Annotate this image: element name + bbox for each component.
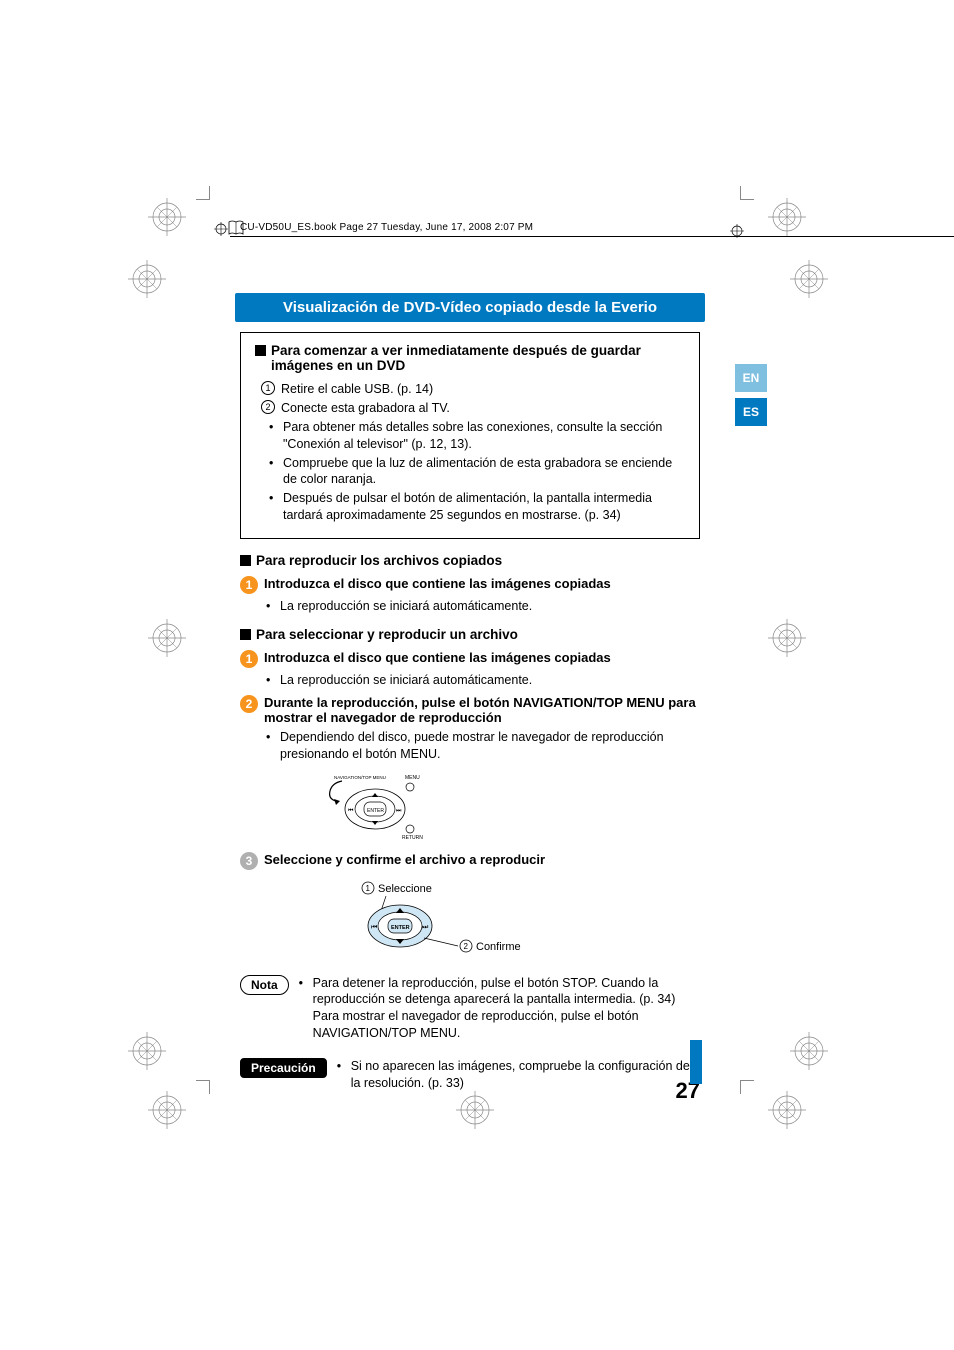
svg-text:⏮: ⏮ — [371, 924, 377, 931]
precaucion-badge: Precaución — [240, 1058, 327, 1078]
reg-mark-icon — [790, 1032, 828, 1070]
page-title: Visualización de DVD-Vídeo copiado desde… — [235, 293, 705, 322]
reg-mark-icon — [456, 1091, 494, 1129]
section-heading: Para seleccionar y reproducir un archivo — [240, 627, 700, 642]
nota-badge: Nota — [240, 975, 289, 995]
color-bar — [690, 1040, 702, 1084]
enter-label: ENTER — [391, 925, 410, 931]
svg-text:⏭: ⏭ — [396, 808, 402, 814]
note-row: Nota Para detener la reproducción, pulse… — [240, 975, 700, 1045]
svg-text:1: 1 — [366, 884, 371, 893]
reg-mark-icon — [768, 1091, 806, 1129]
caution-row: Precaución Si no aparecen las imágenes, … — [240, 1058, 700, 1094]
step-bullet: Dependiendo del disco, puede mostrar le … — [280, 729, 700, 763]
nota-text: Para detener la reproducción, pulse el b… — [313, 975, 700, 1043]
remote-diagram-select: 1 Seleccione ENTER ⏮ ⏭ 2 Confirme — [340, 878, 700, 961]
reg-mark-icon — [128, 1032, 166, 1070]
svg-text:2: 2 — [464, 942, 469, 951]
reg-mark-icon — [768, 619, 806, 657]
reg-mark-icon — [148, 198, 186, 236]
header-meta: CU-VD50U_ES.book Page 27 Tuesday, June 1… — [240, 222, 700, 233]
step: 1 Introduzca el disco que contiene las i… — [240, 650, 700, 668]
step-badge-2: 2 — [240, 695, 258, 713]
remote-diagram: NAVIGATION/TOP MENU MENU ENTER ⏮ ⏭ RETUR… — [310, 771, 700, 844]
nav-top-label: NAVIGATION/TOP MENU — [334, 775, 386, 780]
reg-mark-icon — [790, 260, 828, 298]
step-badge-1: 1 — [240, 650, 258, 668]
box-bullet: Para obtener más detalles sobre las cone… — [283, 419, 685, 453]
enter-label: ENTER — [367, 808, 384, 814]
box-step: 1Retire el cable USB. (p. 14) — [281, 381, 685, 398]
language-tabs: EN ES — [735, 364, 767, 432]
box-bullet: Después de pulsar el botón de alimentaci… — [283, 490, 685, 524]
step-bullet: La reproducción se iniciará automáticame… — [280, 598, 700, 615]
svg-text:⏭: ⏭ — [422, 924, 429, 931]
intro-box: Para comenzar a ver inmediatamente despu… — [240, 332, 700, 539]
confirm-label: Confirme — [476, 941, 521, 953]
step-badge-3: 3 — [240, 852, 258, 870]
svg-text:⏮: ⏮ — [348, 808, 354, 814]
step: 1 Introduzca el disco que contiene las i… — [240, 576, 700, 594]
section-heading: Para reproducir los archivos copiados — [240, 553, 700, 568]
reg-mark-icon — [148, 619, 186, 657]
tab-en: EN — [735, 364, 767, 392]
reg-mark-icon — [148, 1091, 186, 1129]
return-label: RETURN — [402, 835, 423, 841]
box-bullet: Compruebe que la luz de alimentación de … — [283, 455, 685, 489]
select-label: Seleccione — [378, 883, 432, 895]
step-badge-1: 1 — [240, 576, 258, 594]
step: 2 Durante la reproducción, pulse el botó… — [240, 695, 700, 725]
tab-es: ES — [735, 398, 767, 426]
precaucion-text: Si no aparecen las imágenes, compruebe l… — [351, 1058, 700, 1092]
reg-mark-icon — [768, 198, 806, 236]
box-heading: Para comenzar a ver inmediatamente despu… — [255, 343, 685, 373]
step: 3 Seleccione y confirme el archivo a rep… — [240, 852, 700, 870]
menu-label: MENU — [405, 775, 420, 781]
page-content: CU-VD50U_ES.book Page 27 Tuesday, June 1… — [240, 222, 700, 1094]
box-step: 2Conecte esta grabadora al TV. — [281, 400, 685, 417]
reg-mark-icon — [128, 260, 166, 298]
step-bullet: La reproducción se iniciará automáticame… — [280, 672, 700, 689]
